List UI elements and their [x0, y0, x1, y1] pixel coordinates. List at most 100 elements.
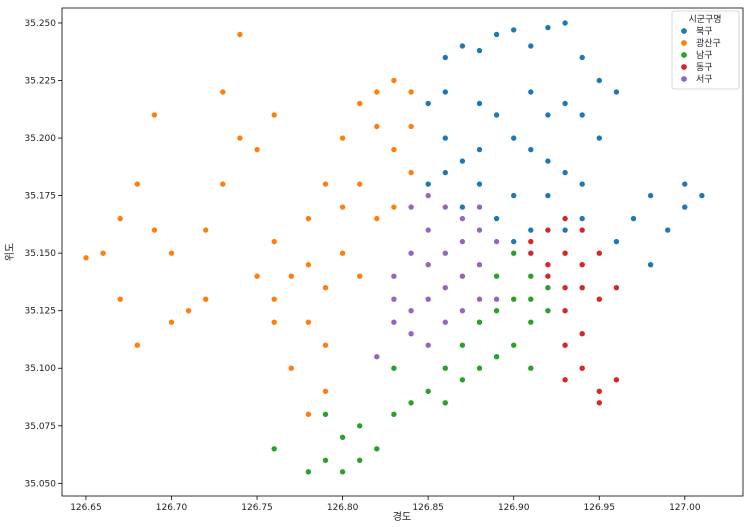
point-4-16	[493, 295, 500, 303]
point-0-42	[681, 203, 689, 211]
point-2-26	[322, 410, 329, 418]
x-tick-label: 126.65	[70, 503, 102, 513]
point-2-21	[544, 284, 552, 292]
point-0-16	[441, 88, 449, 96]
point-3-0	[527, 238, 535, 245]
plot-area	[61, 7, 744, 497]
point-1-3	[151, 111, 158, 119]
y-tick-label: 35.175	[25, 192, 57, 202]
point-0-9	[595, 77, 603, 84]
point-3-18	[561, 376, 569, 384]
point-1-38	[407, 169, 415, 176]
point-1-35	[356, 272, 364, 280]
point-4-21	[373, 353, 381, 361]
point-0-7	[561, 19, 569, 27]
legend-box	[671, 10, 740, 90]
point-1-29	[356, 180, 364, 188]
point-0-5	[527, 42, 535, 50]
point-2-2	[322, 456, 329, 464]
point-1-10	[219, 180, 227, 188]
point-4-25	[424, 261, 432, 269]
point-4-13	[441, 318, 449, 326]
point-1-0	[99, 249, 107, 257]
point-0-28	[441, 169, 449, 176]
point-1-45	[322, 341, 329, 349]
y-tick-label: 35.250	[25, 19, 57, 29]
point-0-18	[441, 134, 449, 142]
point-0-22	[544, 157, 552, 165]
point-1-24	[339, 134, 346, 142]
point-1-20	[322, 387, 329, 395]
y-tick-label: 35.050	[25, 479, 57, 489]
point-0-24	[578, 180, 586, 188]
y-tick-label: 35.075	[25, 422, 57, 432]
point-4-26	[476, 203, 483, 211]
point-2-29	[493, 307, 500, 315]
point-3-10	[613, 284, 620, 292]
point-4-17	[407, 307, 415, 315]
point-4-5	[441, 203, 449, 211]
point-1-32	[322, 284, 329, 292]
point-1-1	[116, 215, 124, 222]
point-3-1	[544, 226, 552, 234]
point-1-34	[270, 295, 278, 303]
point-4-4	[424, 192, 432, 199]
point-3-4	[561, 249, 569, 257]
legend-title: 시군구명	[688, 14, 721, 25]
point-2-24	[441, 364, 449, 372]
point-0-29	[424, 180, 432, 188]
legend-entry-label: 남구	[696, 50, 713, 61]
x-tick-label: 126.90	[498, 503, 530, 513]
point-1-12	[219, 88, 227, 96]
point-3-5	[544, 261, 552, 269]
x-tick-label: 126.85	[412, 503, 444, 513]
point-2-14	[510, 341, 518, 349]
point-3-21	[561, 284, 569, 292]
point-0-10	[613, 88, 620, 96]
point-4-0	[390, 272, 398, 280]
point-0-44	[459, 157, 466, 165]
point-2-28	[527, 364, 535, 372]
legend-entry-label: 북구	[696, 26, 713, 37]
point-3-3	[578, 226, 586, 234]
point-3-19	[544, 272, 552, 280]
y-tick-label: 35.225	[25, 77, 57, 87]
point-2-25	[339, 433, 346, 441]
point-1-8	[185, 307, 192, 315]
point-0-2	[476, 47, 483, 54]
point-1-13	[236, 134, 244, 142]
y-tick-label: 35.150	[25, 249, 57, 259]
legend-entry-label: 동구	[696, 62, 713, 73]
point-3-15	[595, 387, 603, 395]
point-1-6	[151, 226, 158, 234]
point-1-11	[236, 31, 244, 38]
point-2-8	[407, 399, 415, 407]
point-2-10	[441, 399, 449, 407]
point-1-37	[373, 123, 381, 130]
x-axis-label: 경도	[393, 510, 411, 523]
point-1-41	[270, 238, 278, 245]
legend-marker	[680, 63, 688, 71]
point-3-6	[578, 261, 586, 269]
y-tick-label: 35.125	[25, 307, 57, 317]
point-0-31	[493, 215, 500, 222]
point-1-28	[407, 88, 415, 96]
point-0-20	[510, 134, 518, 142]
point-2-30	[527, 295, 535, 303]
point-0-30	[459, 203, 466, 211]
x-tick-label: 126.70	[156, 503, 188, 513]
point-2-13	[493, 353, 500, 361]
point-3-8	[578, 284, 586, 292]
point-0-37	[664, 226, 672, 234]
point-0-34	[510, 238, 518, 245]
point-0-41	[613, 238, 620, 245]
point-4-6	[459, 215, 466, 222]
point-1-46	[390, 203, 398, 211]
point-4-9	[476, 261, 483, 269]
point-0-14	[544, 111, 552, 119]
point-0-35	[647, 192, 654, 199]
point-1-17	[270, 318, 278, 326]
point-0-26	[510, 192, 518, 199]
point-1-4	[134, 341, 141, 349]
